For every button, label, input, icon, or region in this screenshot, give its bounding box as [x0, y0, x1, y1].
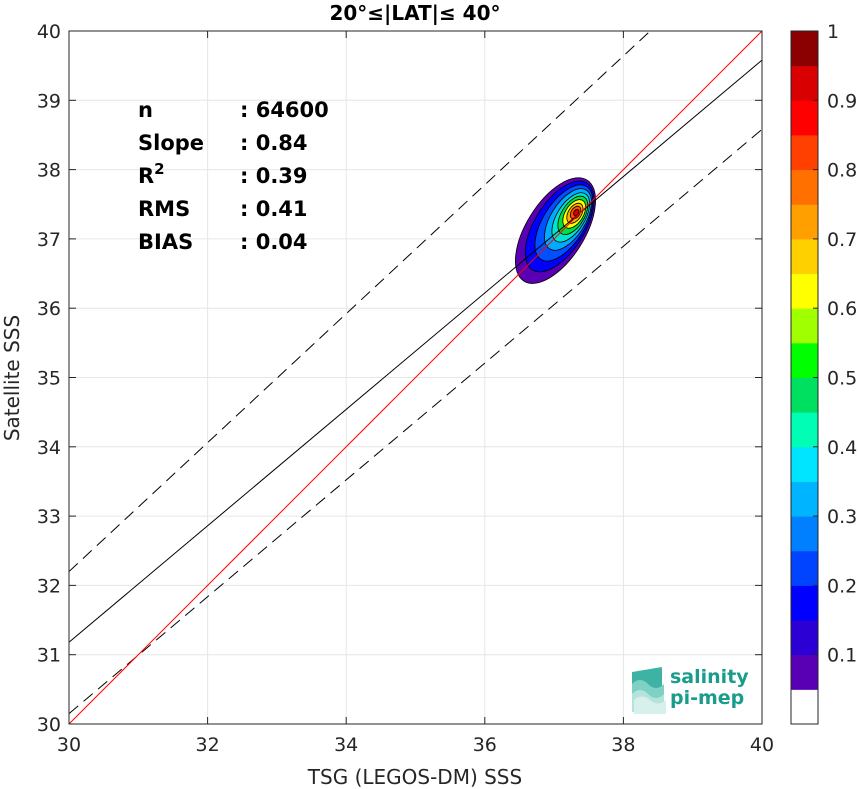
colorbar-segment: [791, 308, 818, 344]
stat-superscript: 2: [154, 160, 164, 178]
x-axis: 30 32 34 36 38 40: [57, 31, 774, 756]
colorbar-tick-label: 0.4: [827, 437, 857, 459]
colorbar-segment: [791, 169, 818, 205]
colorbar-tick-label: 0.5: [827, 368, 857, 390]
colorbar-segment: [791, 31, 818, 67]
reference-lines: [69, 31, 762, 724]
x-tick-label: 38: [611, 734, 635, 756]
x-tick-label: 36: [473, 734, 497, 756]
grid: [68, 30, 763, 725]
x-axis-label: TSG (LEGOS-DM) SSS: [307, 765, 522, 789]
colorbar-tick-label: 0.7: [827, 229, 857, 251]
colorbar-segment: [791, 342, 818, 378]
colorbar-tick-label: 1: [827, 21, 839, 43]
chart-title: 20°≤|LAT|≤ 40°: [329, 1, 500, 25]
colorbar-segment: [791, 550, 818, 586]
y-tick-label: 31: [37, 645, 61, 667]
y-tick-label: 40: [37, 21, 61, 43]
colorbar-tick-label: 0.3: [827, 506, 857, 528]
y-tick-label: 38: [37, 160, 61, 182]
colorbar: 0.1 0.2 0.3 0.4 0.5 0.6 0.7 0.8 0.9 1: [790, 21, 857, 725]
logo-line1: salinity: [670, 666, 749, 688]
y-axis: 30 31 32 33 34 35 36 37 38 39 40: [37, 21, 762, 736]
colorbar-segment: [791, 238, 818, 275]
colorbar-segment: [791, 204, 818, 240]
y-tick-label: 30: [37, 714, 61, 736]
x-tick-label: 40: [750, 734, 774, 756]
x-tick-label: 34: [334, 734, 358, 756]
colorbar-tick-label: 0.6: [827, 298, 857, 320]
y-axis-label: Satellite SSS: [0, 315, 24, 441]
colorbar-segment: [791, 446, 818, 482]
y-tick-label: 35: [37, 368, 61, 390]
stat-label: n: [138, 98, 153, 122]
stat-label: RMS: [138, 197, 190, 221]
stat-value: : 0.04: [240, 230, 308, 254]
density-contours: [515, 177, 596, 284]
stat-value: : 0.84: [240, 131, 308, 155]
x-tick-label: 30: [57, 734, 81, 756]
x-tick-label: 32: [196, 734, 220, 756]
stat-value: : 0.39: [240, 164, 308, 188]
colorbar-segment: [791, 481, 818, 517]
stat-label: Slope: [138, 131, 204, 155]
colorbar-segment: [791, 412, 818, 448]
y-tick-label: 34: [37, 437, 61, 459]
colorbar-segment: [791, 134, 818, 171]
wave-logo-icon: [632, 667, 666, 714]
colorbar-tick-label: 0.9: [827, 90, 857, 112]
identity-line: [69, 31, 762, 724]
y-tick-label: 36: [37, 298, 61, 320]
stat-value: : 64600: [240, 98, 329, 122]
y-tick-label: 39: [37, 90, 61, 112]
y-tick-label: 32: [37, 575, 61, 597]
colorbar-segment: [791, 689, 818, 725]
salinity-pimep-logo: salinity pi-mep: [632, 666, 749, 714]
logo-line2: pi-mep: [670, 687, 744, 709]
colorbar-segment: [791, 100, 818, 136]
colorbar-segment: [791, 65, 818, 101]
colorbar-segment: [791, 377, 818, 413]
colorbar-segment: [791, 654, 818, 690]
colorbar-segment: [791, 620, 818, 656]
colorbar-segment: [791, 273, 818, 309]
colorbar-tick-label: 0.8: [827, 160, 857, 182]
colorbar-tick-label: 0.2: [827, 575, 857, 597]
colorbar-segment: [791, 516, 818, 552]
y-tick-label: 37: [37, 229, 61, 251]
stat-value: : 0.41: [240, 197, 308, 221]
colorbar-segment: [791, 585, 818, 621]
upper-bound-line: [69, 31, 651, 572]
y-tick-label: 33: [37, 506, 61, 528]
regression-fit-line: [69, 59, 762, 643]
stat-label: BIAS: [138, 230, 193, 254]
colorbar-tick-label: 0.1: [827, 645, 857, 667]
